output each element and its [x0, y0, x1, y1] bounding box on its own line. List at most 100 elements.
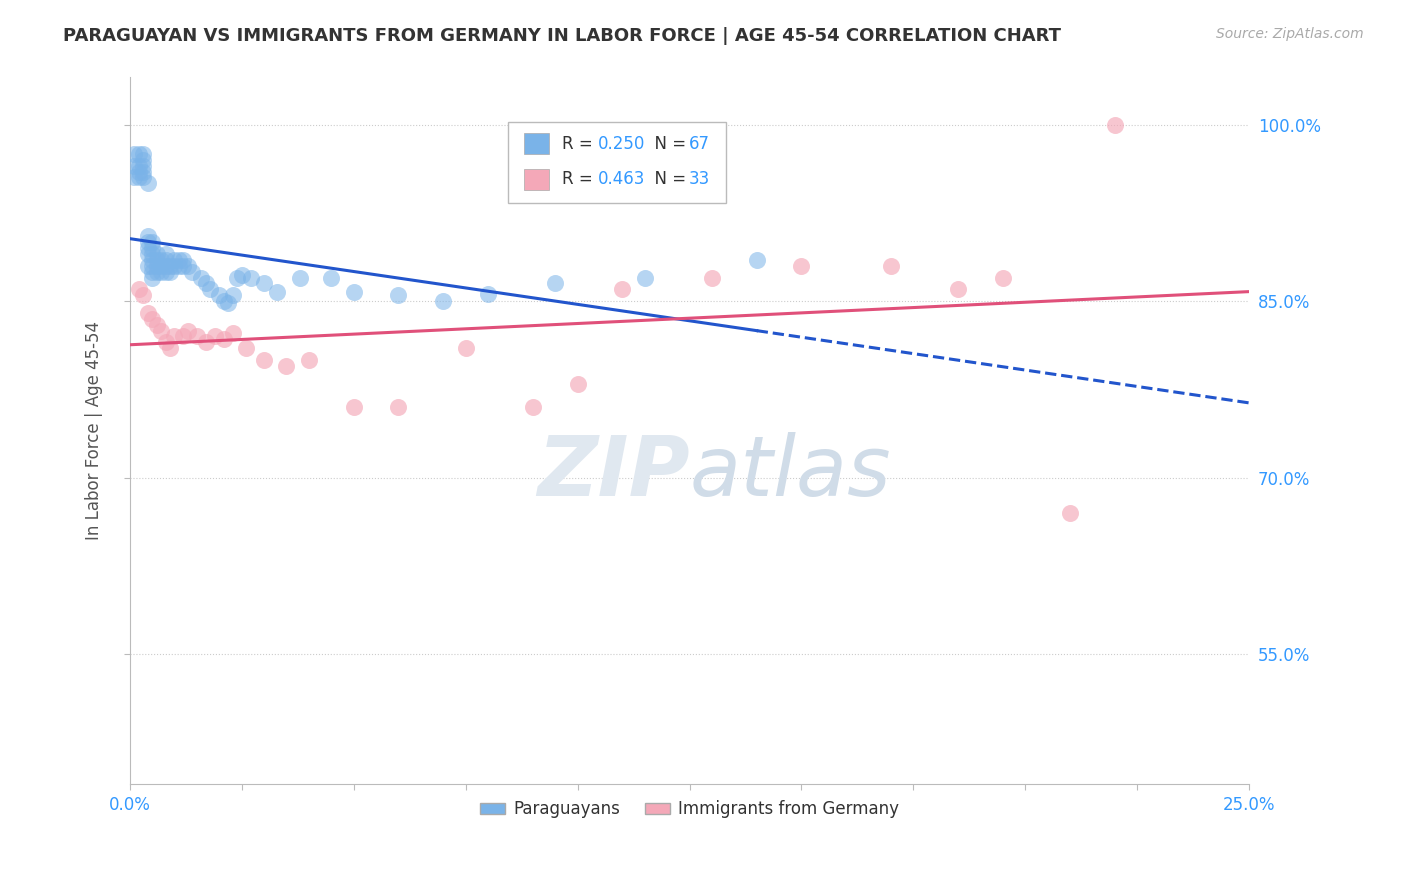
- Point: [567, 376, 589, 391]
- Point: [136, 259, 159, 273]
- Point: [136, 247, 159, 261]
- Point: [132, 164, 155, 178]
- Point: [128, 164, 150, 178]
- Point: [167, 252, 190, 267]
- Point: [132, 288, 155, 302]
- Point: [212, 294, 235, 309]
- Point: [136, 235, 159, 250]
- Point: [150, 252, 173, 267]
- Point: [700, 270, 723, 285]
- Point: [948, 282, 970, 296]
- Point: [181, 265, 204, 279]
- Point: [343, 285, 366, 299]
- Point: [163, 259, 186, 273]
- Point: [217, 296, 239, 310]
- Point: [194, 277, 217, 291]
- Point: [343, 400, 366, 414]
- Point: [145, 252, 167, 267]
- Text: N =: N =: [644, 135, 692, 153]
- Point: [222, 326, 245, 340]
- Point: [167, 259, 190, 273]
- Point: [177, 259, 200, 273]
- Text: atlas: atlas: [689, 433, 891, 514]
- Point: [200, 282, 222, 296]
- Point: [141, 247, 163, 261]
- Point: [212, 332, 235, 346]
- Point: [145, 259, 167, 273]
- Text: ZIP: ZIP: [537, 433, 689, 514]
- Point: [387, 400, 409, 414]
- Point: [266, 285, 288, 299]
- Point: [136, 241, 159, 255]
- Point: [222, 288, 245, 302]
- Text: 33: 33: [689, 170, 710, 188]
- Point: [141, 311, 163, 326]
- Point: [1104, 118, 1126, 132]
- Point: [544, 277, 567, 291]
- Point: [145, 318, 167, 332]
- Point: [141, 270, 163, 285]
- Point: [122, 170, 145, 185]
- Point: [194, 335, 217, 350]
- Point: [122, 147, 145, 161]
- Point: [150, 324, 173, 338]
- Point: [128, 159, 150, 173]
- Point: [612, 282, 634, 296]
- Point: [163, 252, 186, 267]
- Point: [477, 287, 499, 301]
- Point: [387, 288, 409, 302]
- Point: [298, 353, 321, 368]
- Point: [634, 270, 657, 285]
- Text: 0.463: 0.463: [599, 170, 645, 188]
- Point: [141, 259, 163, 273]
- Point: [239, 270, 262, 285]
- Text: R =: R =: [562, 135, 599, 153]
- Point: [190, 270, 212, 285]
- Point: [522, 400, 544, 414]
- Point: [150, 265, 173, 279]
- Point: [155, 335, 177, 350]
- Text: R =: R =: [562, 170, 599, 188]
- Point: [276, 359, 298, 373]
- Point: [159, 259, 181, 273]
- Point: [186, 329, 208, 343]
- Text: PARAGUAYAN VS IMMIGRANTS FROM GERMANY IN LABOR FORCE | AGE 45-54 CORRELATION CHA: PARAGUAYAN VS IMMIGRANTS FROM GERMANY IN…: [63, 27, 1062, 45]
- Point: [454, 341, 477, 355]
- Point: [288, 270, 311, 285]
- Point: [253, 353, 276, 368]
- Point: [177, 324, 200, 338]
- Point: [432, 294, 454, 309]
- Point: [155, 247, 177, 261]
- Point: [136, 177, 159, 191]
- Point: [226, 270, 249, 285]
- Point: [132, 159, 155, 173]
- Point: [790, 259, 813, 273]
- Y-axis label: In Labor Force | Age 45-54: In Labor Force | Age 45-54: [86, 321, 103, 540]
- FancyBboxPatch shape: [524, 133, 548, 154]
- Point: [235, 341, 257, 355]
- Point: [321, 270, 343, 285]
- Point: [132, 170, 155, 185]
- Point: [128, 282, 150, 296]
- Point: [155, 265, 177, 279]
- Point: [132, 153, 155, 167]
- Point: [155, 259, 177, 273]
- Point: [159, 341, 181, 355]
- Point: [128, 147, 150, 161]
- Point: [253, 277, 276, 291]
- FancyBboxPatch shape: [524, 169, 548, 190]
- Text: Source: ZipAtlas.com: Source: ZipAtlas.com: [1216, 27, 1364, 41]
- Text: N =: N =: [644, 170, 692, 188]
- Point: [159, 265, 181, 279]
- Point: [145, 247, 167, 261]
- Point: [172, 329, 194, 343]
- Point: [122, 159, 145, 173]
- Point: [208, 288, 231, 302]
- Point: [1059, 506, 1081, 520]
- Point: [745, 252, 768, 267]
- FancyBboxPatch shape: [508, 121, 725, 202]
- Text: 0.250: 0.250: [599, 135, 645, 153]
- Point: [141, 265, 163, 279]
- Point: [155, 252, 177, 267]
- Text: 67: 67: [689, 135, 710, 153]
